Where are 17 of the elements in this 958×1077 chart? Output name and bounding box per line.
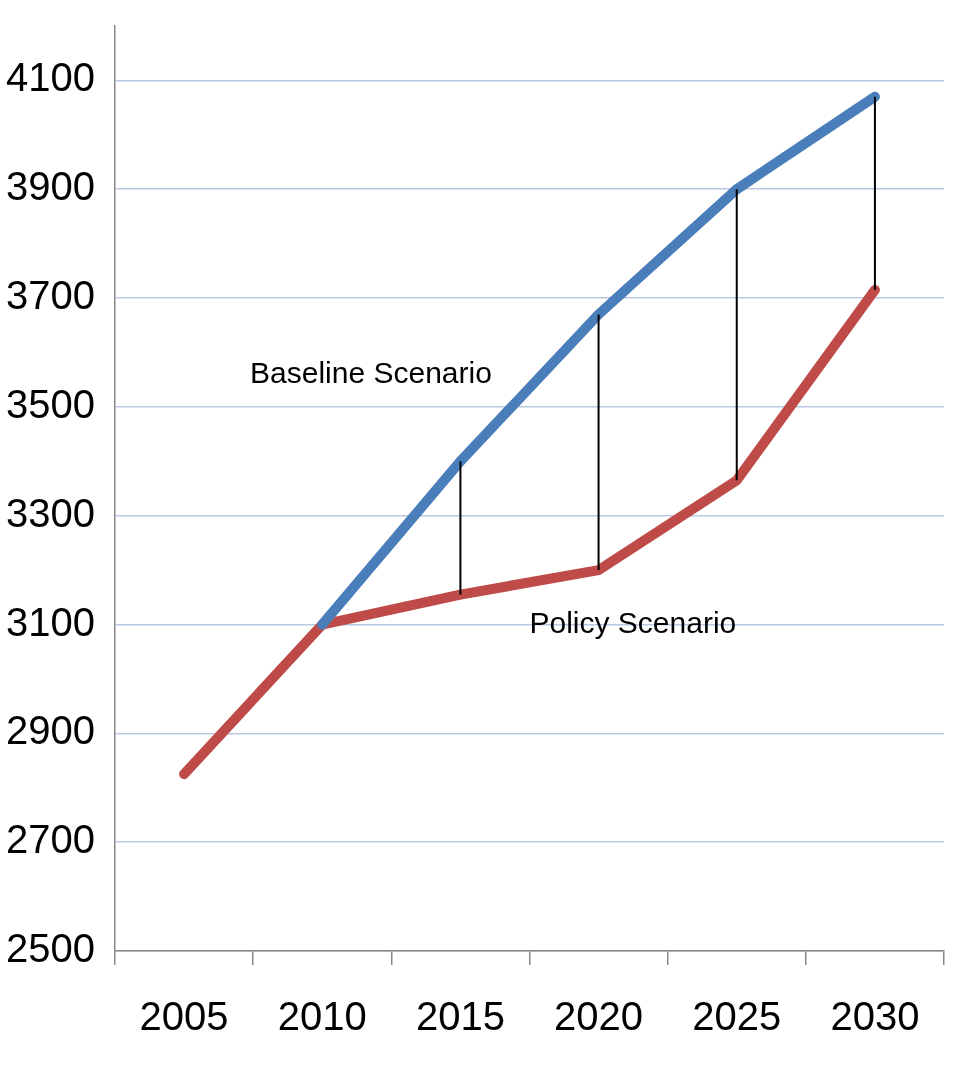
x-tick-label: 2025 [692, 994, 782, 1039]
y-tick-label: 3100 [6, 599, 95, 644]
y-tick-label: 2500 [6, 926, 95, 971]
y-tick-label: 3900 [6, 164, 95, 209]
x-tick-label: 2015 [415, 994, 505, 1039]
series-label: Baseline Scenario [250, 356, 492, 390]
x-tick-label: 2020 [554, 994, 644, 1039]
x-tick-label: 2030 [830, 994, 920, 1039]
y-tick-label: 3700 [6, 273, 95, 318]
y-tick-label: 2700 [6, 817, 95, 862]
y-tick-label: 4100 [6, 55, 95, 100]
series-label: Policy Scenario [529, 605, 737, 639]
y-tick-label: 3500 [6, 381, 95, 426]
x-tick-label: 2005 [139, 994, 229, 1039]
y-tick-label: 2900 [6, 708, 95, 753]
y-tick-label: 3300 [6, 490, 95, 535]
x-tick-label: 2010 [277, 994, 367, 1039]
